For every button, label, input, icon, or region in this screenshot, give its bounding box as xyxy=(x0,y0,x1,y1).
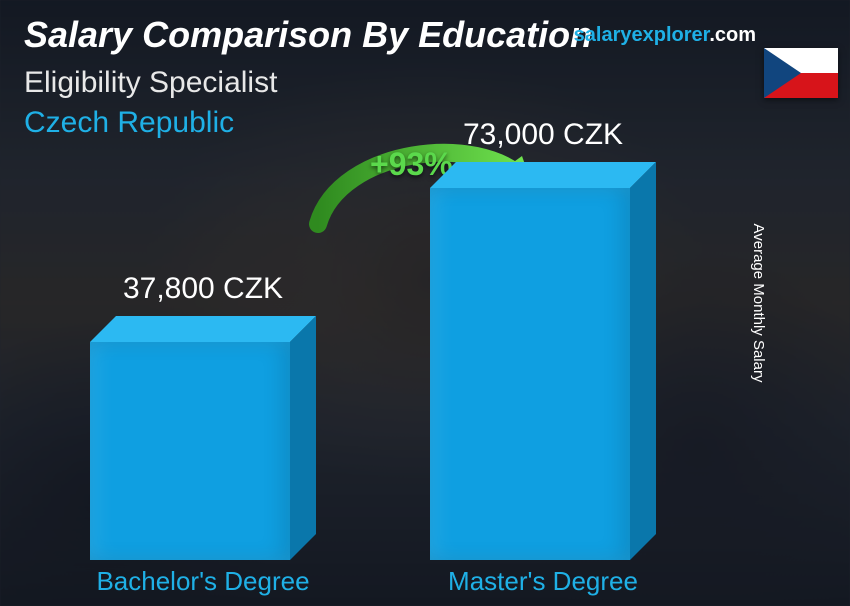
chart-title: Salary Comparison By Education xyxy=(24,14,592,56)
bar-master: 73,000 CZK xyxy=(430,188,630,560)
infographic-container: Salary Comparison By Education Eligibili… xyxy=(0,0,850,606)
watermark-text: salaryexplorer xyxy=(574,24,710,46)
job-subtitle: Eligibility Specialist xyxy=(24,66,277,100)
y-axis-label: Average Monthly Salary xyxy=(750,224,767,383)
bar-bachelor-shape xyxy=(90,342,290,560)
bar-bachelor-value: 37,800 CZK xyxy=(73,272,333,306)
bar-master-label: Master's Degree xyxy=(403,566,683,597)
bar-bachelor-label: Bachelor's Degree xyxy=(63,566,343,597)
bar-master-value: 73,000 CZK xyxy=(413,118,673,152)
watermark-suffix: .com xyxy=(709,24,756,46)
bar-bachelor: 37,800 CZK xyxy=(90,342,290,560)
country-label: Czech Republic xyxy=(24,106,234,140)
watermark-brand: salaryexplorer.com xyxy=(574,24,756,47)
bar-master-shape xyxy=(430,188,630,560)
flag-czech-republic xyxy=(764,48,838,98)
